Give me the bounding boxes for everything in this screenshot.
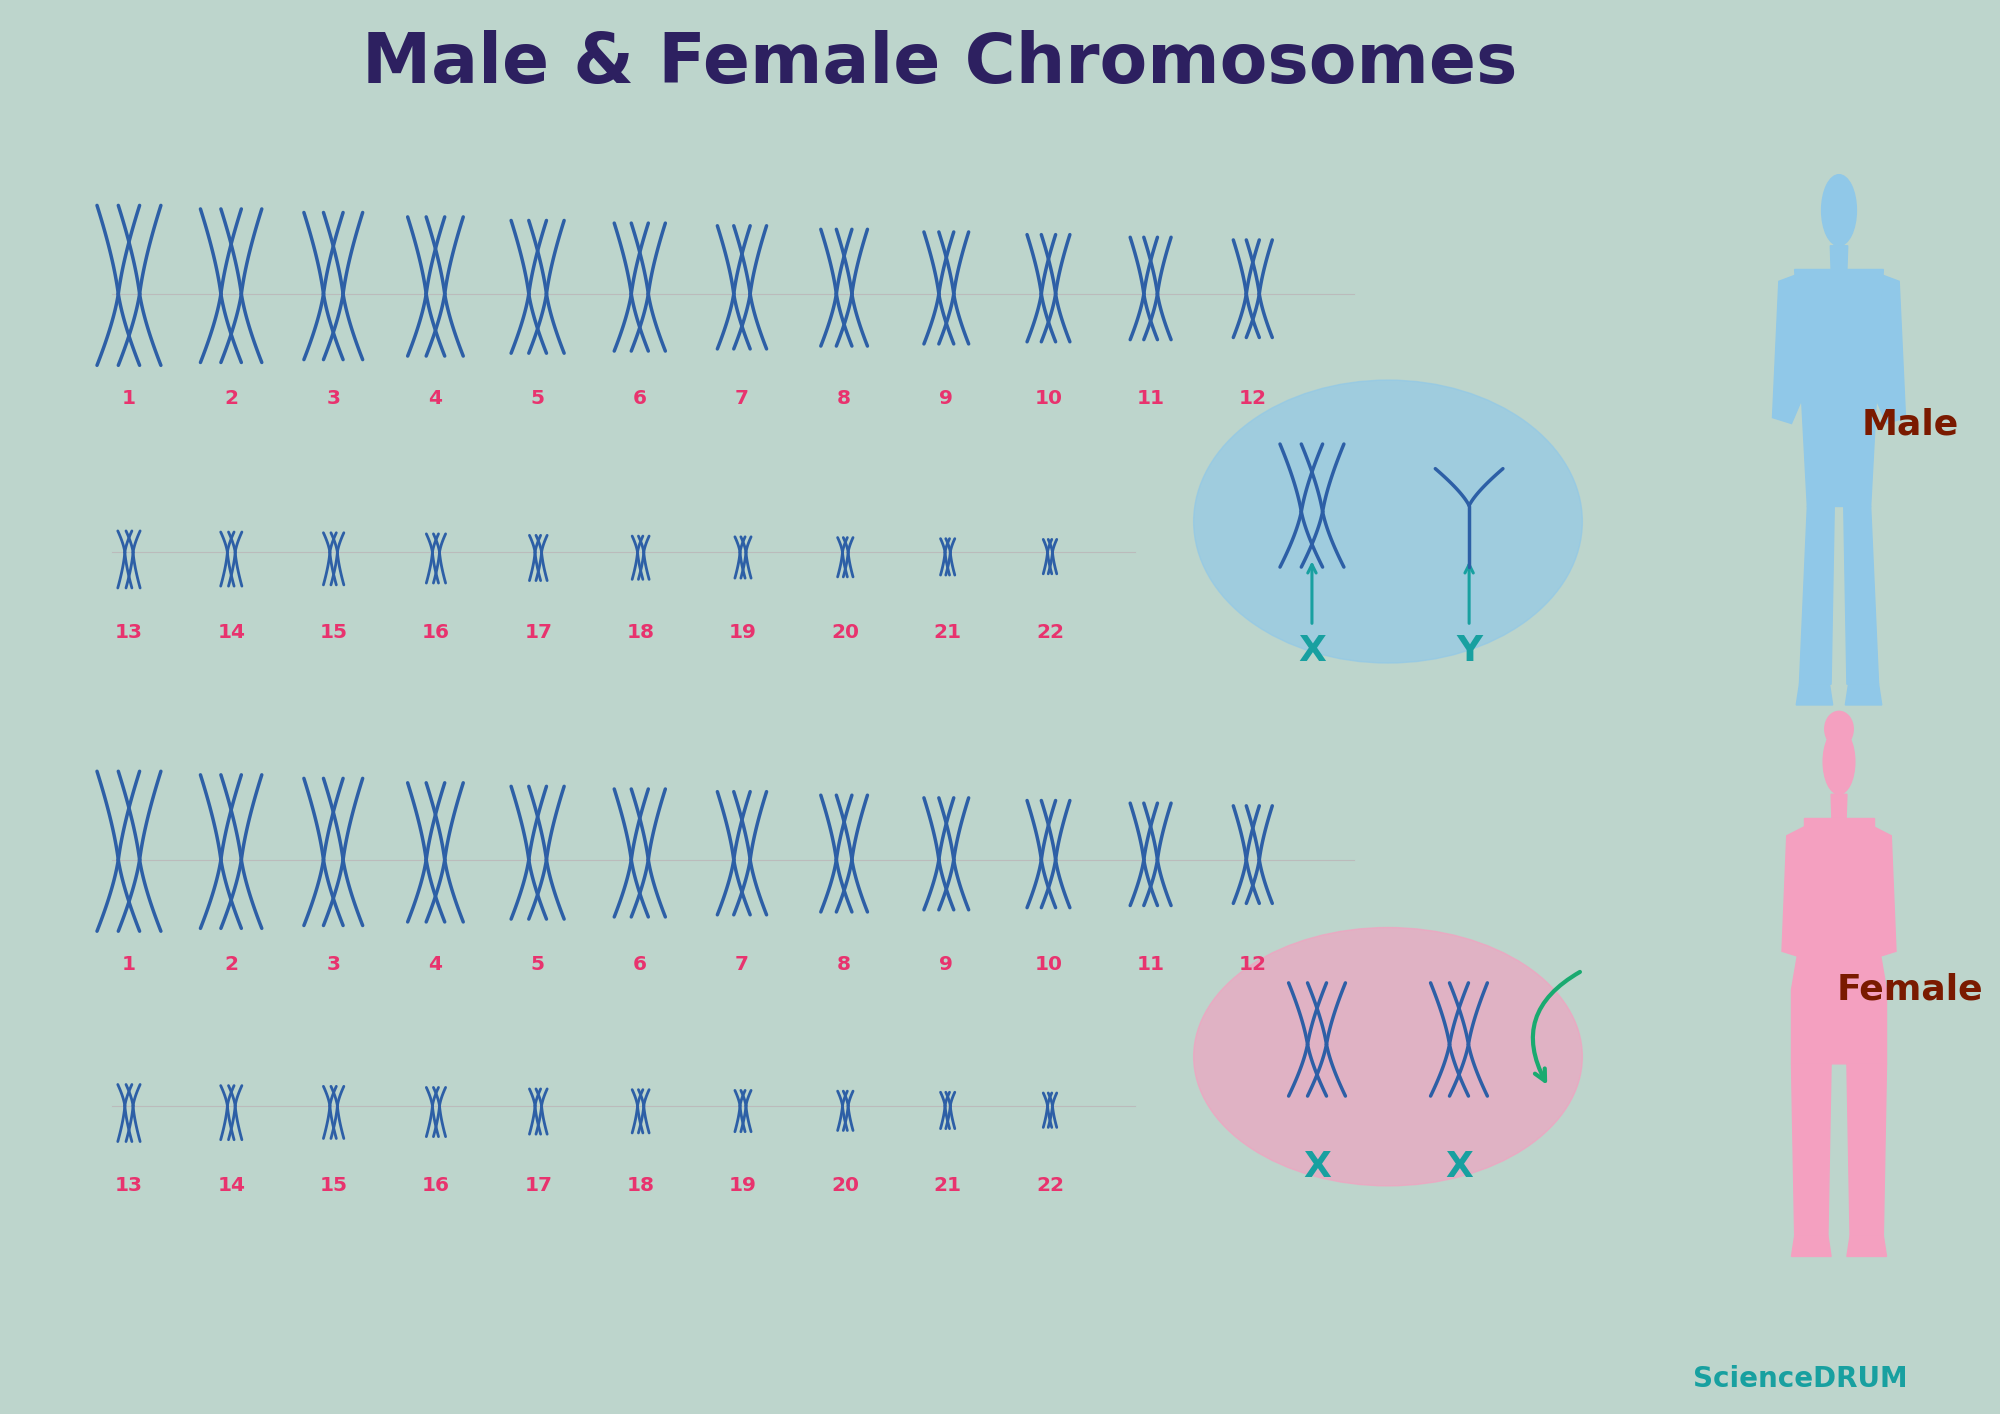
- Text: 14: 14: [218, 622, 246, 642]
- Text: 5: 5: [530, 389, 544, 409]
- Text: 13: 13: [114, 1176, 142, 1195]
- Text: 13: 13: [114, 622, 142, 642]
- Ellipse shape: [1194, 928, 1582, 1186]
- Polygon shape: [1846, 684, 1882, 706]
- Text: 4: 4: [428, 954, 442, 974]
- Text: 16: 16: [422, 1176, 450, 1195]
- Polygon shape: [1830, 246, 1848, 270]
- Polygon shape: [1772, 276, 1804, 424]
- Text: 6: 6: [632, 389, 646, 409]
- Text: 1: 1: [122, 389, 136, 409]
- Text: 20: 20: [832, 1176, 860, 1195]
- Text: Female: Female: [1836, 973, 1984, 1007]
- Text: 2: 2: [224, 954, 238, 974]
- Text: 20: 20: [832, 622, 860, 642]
- Text: Y: Y: [1456, 633, 1482, 667]
- Ellipse shape: [1822, 175, 1856, 246]
- Text: 17: 17: [524, 622, 552, 642]
- Polygon shape: [1792, 1063, 1832, 1236]
- Text: 6: 6: [632, 954, 646, 974]
- Text: 7: 7: [734, 954, 748, 974]
- Text: 4: 4: [428, 389, 442, 409]
- Text: 18: 18: [626, 622, 654, 642]
- Text: 8: 8: [838, 389, 852, 409]
- Text: 12: 12: [1238, 954, 1266, 974]
- Text: 10: 10: [1034, 389, 1062, 409]
- Polygon shape: [1870, 827, 1896, 957]
- Text: X: X: [1446, 1151, 1472, 1185]
- Polygon shape: [1846, 1236, 1886, 1257]
- Polygon shape: [1832, 795, 1846, 817]
- Text: X: X: [1298, 633, 1326, 667]
- Text: 18: 18: [626, 1176, 654, 1195]
- Text: Male & Female Chromosomes: Male & Female Chromosomes: [362, 30, 1518, 98]
- Text: 8: 8: [838, 954, 852, 974]
- Text: Male: Male: [1862, 407, 1958, 441]
- Polygon shape: [1846, 1063, 1886, 1236]
- Text: 19: 19: [730, 1176, 756, 1195]
- Text: 7: 7: [734, 389, 748, 409]
- Text: 14: 14: [218, 1176, 246, 1195]
- Polygon shape: [1792, 1236, 1832, 1257]
- Ellipse shape: [1194, 380, 1582, 663]
- Ellipse shape: [1824, 711, 1854, 747]
- Polygon shape: [1844, 506, 1878, 684]
- Text: 19: 19: [730, 622, 756, 642]
- Text: 22: 22: [1036, 622, 1064, 642]
- Text: 5: 5: [530, 954, 544, 974]
- Text: 21: 21: [934, 622, 962, 642]
- Polygon shape: [1804, 817, 1874, 916]
- Text: 11: 11: [1136, 389, 1164, 409]
- Text: 17: 17: [524, 1176, 552, 1195]
- Text: 3: 3: [326, 954, 340, 974]
- Polygon shape: [1874, 276, 1906, 424]
- Text: 2: 2: [224, 389, 238, 409]
- Text: 15: 15: [320, 622, 348, 642]
- Text: 9: 9: [940, 954, 954, 974]
- Polygon shape: [1782, 827, 1808, 957]
- Text: 12: 12: [1238, 389, 1266, 409]
- Text: 10: 10: [1034, 954, 1062, 974]
- Polygon shape: [1796, 684, 1832, 706]
- Text: X: X: [1304, 1151, 1330, 1185]
- Ellipse shape: [1824, 730, 1854, 795]
- Text: 1: 1: [122, 954, 136, 974]
- Text: 11: 11: [1136, 954, 1164, 974]
- Polygon shape: [1800, 506, 1834, 684]
- Text: 16: 16: [422, 622, 450, 642]
- Text: 22: 22: [1036, 1176, 1064, 1195]
- Text: ScienceDRUM: ScienceDRUM: [1692, 1365, 1908, 1393]
- Text: 15: 15: [320, 1176, 348, 1195]
- Text: 21: 21: [934, 1176, 962, 1195]
- Polygon shape: [1794, 270, 1884, 506]
- Text: 9: 9: [940, 389, 954, 409]
- Text: 3: 3: [326, 389, 340, 409]
- Polygon shape: [1792, 916, 1886, 1063]
